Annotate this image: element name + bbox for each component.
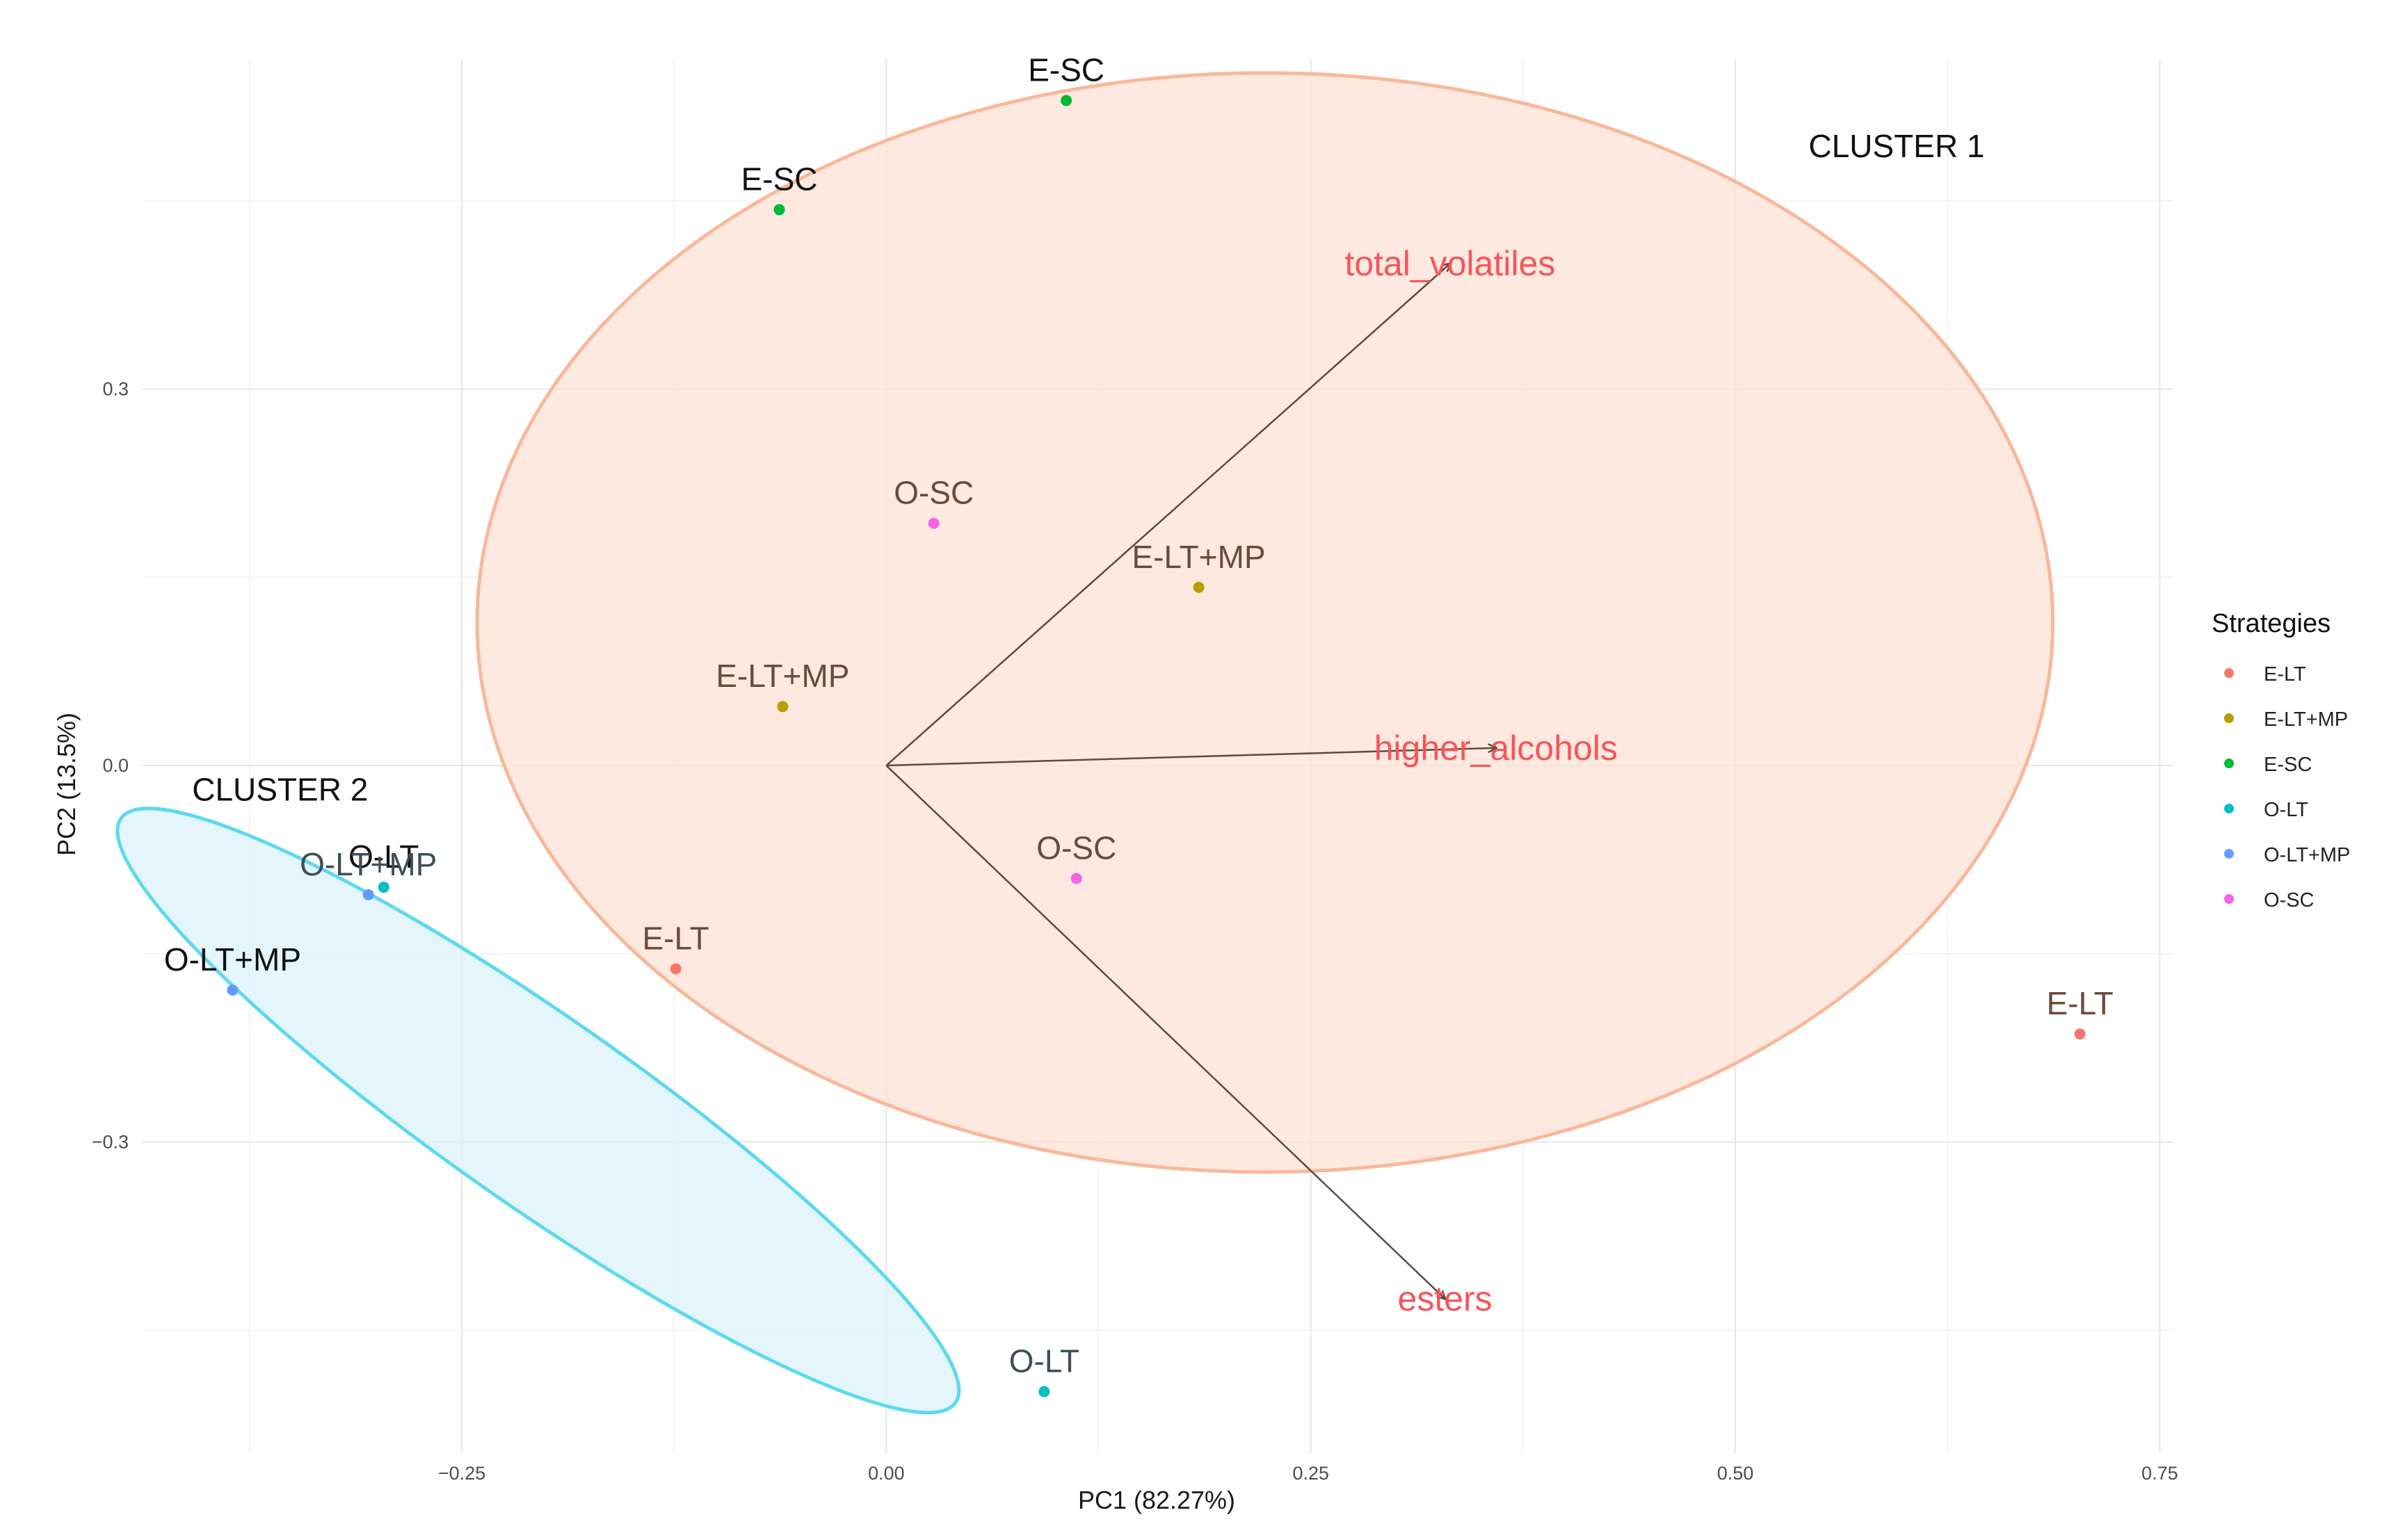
loading-label: higher_alcohols [1374, 729, 1618, 768]
data-point [1061, 95, 1072, 106]
point-label: O-SC [1036, 829, 1116, 866]
point-label: O-LT [1009, 1343, 1079, 1379]
cluster-label: CLUSTER 1 [1809, 128, 1985, 164]
data-points [227, 95, 2086, 1397]
point-label: E-LT+MP [1132, 539, 1266, 575]
loading-arrow [885, 765, 1445, 1299]
point-label: O-SC [894, 475, 974, 511]
data-point [928, 517, 940, 529]
x-tick-label: 0.00 [868, 1463, 905, 1484]
data-point [378, 882, 389, 893]
legend-label: E-SC [2264, 754, 2312, 776]
point-label: O-LT+MP [164, 941, 301, 978]
data-point [670, 963, 682, 975]
point-label: E-SC [1028, 52, 1104, 88]
legend-key [2224, 894, 2234, 904]
loading-label: total_volatiles [1344, 244, 1555, 283]
legend: Strategies E-LT E-LT+MP E-SC O-LT O-LT+MP O-S… [2212, 609, 2350, 911]
data-point [777, 701, 789, 713]
loading-arrow [886, 748, 1495, 767]
cluster-ellipse [115, 807, 961, 1415]
y-tick-label: 0.0 [102, 755, 129, 776]
point-label: E-LT [642, 920, 709, 956]
legend-label: E-LT+MP [2264, 708, 2348, 731]
cluster-label: CLUSTER 2 [192, 772, 368, 808]
y-tick-label: 0.3 [102, 379, 129, 400]
x-tick-label: 0.25 [1292, 1463, 1329, 1484]
point-labels: E-SC E-SC O-SC E-LT+MP E-LT+MP O-SC E-LT E-LT O-… [164, 52, 2114, 1379]
legend-label: O-SC [2264, 889, 2315, 911]
y-tick-label: −0.3 [92, 1131, 129, 1152]
point-label: E-LT [2047, 985, 2114, 1021]
legend-key [2224, 759, 2234, 768]
data-point [2074, 1028, 2086, 1040]
y-axis-title: PC2 (13.5%) [52, 713, 81, 856]
legend-label: O-LT [2264, 799, 2308, 821]
x-tick-label: 0.50 [1717, 1463, 1754, 1484]
y-axis-ticks: −0.3 0.0 0.3 [92, 379, 129, 1153]
legend-label: O-LT+MP [2264, 844, 2350, 866]
legend-key [2224, 804, 2234, 813]
point-label: O-LT+MP [300, 846, 437, 882]
legend-label: E-LT [2264, 663, 2306, 686]
axes: −0.25 0.00 0.25 0.50 0.75 −0.3 0.0 0.3 PC1 (82… [52, 379, 2178, 1514]
cluster-ellipses: CLUSTER 1 CLUSTER 2 [115, 71, 2055, 1415]
point-label: E-LT+MP [716, 658, 849, 694]
legend-items: E-LT E-LT+MP E-SC O-LT O-LT+MP O-SC [2224, 663, 2350, 911]
legend-key [2224, 668, 2234, 678]
legend-key [2224, 849, 2234, 859]
point-label: O-LT [348, 838, 419, 875]
data-point [1070, 873, 1082, 884]
x-tick-label: 0.75 [2141, 1463, 2178, 1484]
loading-arrow [885, 264, 1450, 766]
loading-label: esters [1398, 1279, 1492, 1318]
data-point [1038, 1386, 1050, 1397]
x-axis-title: PC1 (82.27%) [1078, 1486, 1235, 1514]
legend-title: Strategies [2212, 609, 2331, 638]
legend-key [2224, 713, 2234, 723]
x-axis-ticks: −0.25 0.00 0.25 0.50 0.75 [438, 1463, 2178, 1484]
x-tick-label: −0.25 [438, 1463, 485, 1484]
cluster-ellipse [475, 71, 2055, 1174]
data-point [1193, 581, 1205, 593]
point-label: E-SC [741, 161, 818, 197]
data-point [362, 889, 374, 900]
data-point [227, 984, 239, 996]
data-point [773, 204, 785, 216]
